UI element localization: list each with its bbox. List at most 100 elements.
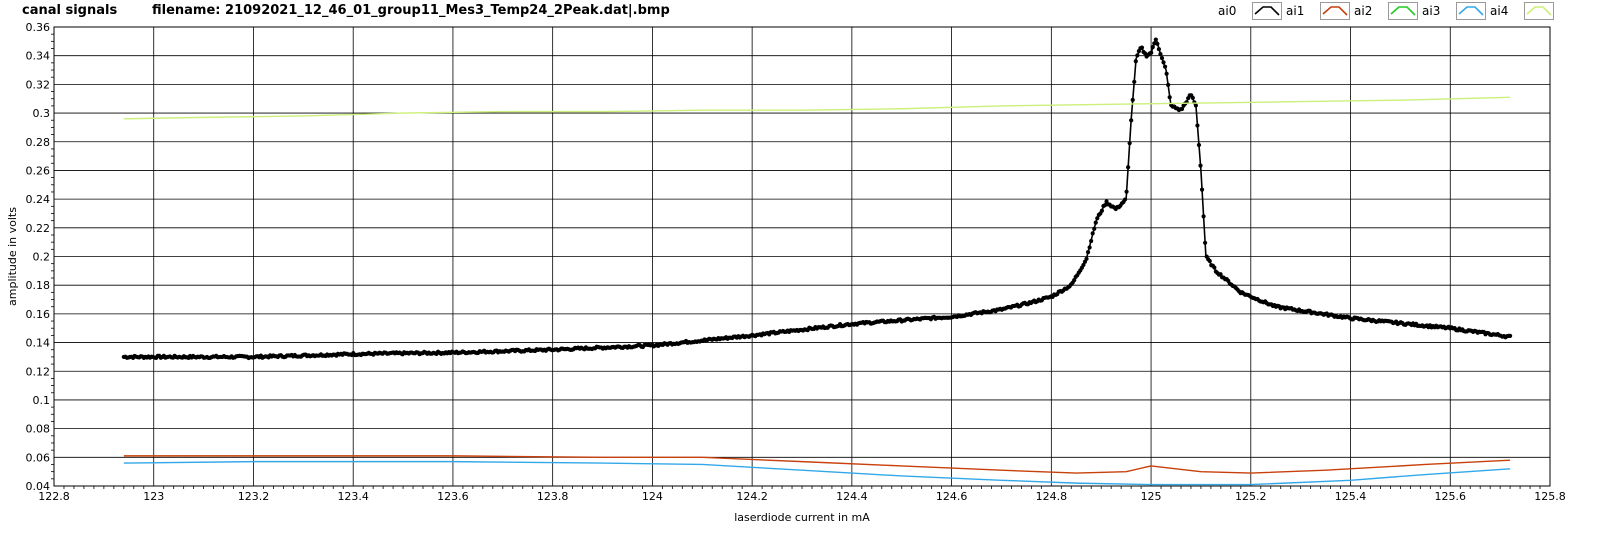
x-tick-label: 123.4 [337,490,369,503]
data-point [1135,53,1140,58]
data-point [1508,333,1513,338]
x-tick-label: 125.2 [1235,490,1267,503]
data-point [1132,79,1137,84]
y-tick-label: 0.24 [26,193,51,206]
data-point [1095,216,1100,221]
y-tick-label: 0.18 [26,279,51,292]
chart-header: canal signals filename: 21092021_12_46_0… [0,0,1620,22]
x-tick-label: 123.2 [238,490,270,503]
series-line [123,455,1511,474]
data-point [1150,45,1155,50]
data-point [1129,118,1134,123]
y-tick-label: 0.08 [26,423,51,436]
y-tick-label: 0.12 [26,365,51,378]
x-tick-label: 123.6 [437,490,469,503]
x-tick-label: 124.8 [1036,490,1068,503]
data-point [1093,220,1098,225]
legend-label: ai2 [1354,4,1373,18]
filename-label: filename: 21092021_12_46_01_group11_Mes3… [152,3,670,18]
data-point [1130,97,1135,102]
data-point [1190,95,1195,101]
plot-frame [53,26,1551,487]
x-tick-label: 125.8 [1534,490,1566,503]
data-point [1122,197,1128,202]
y-tick-label: 0.26 [26,164,51,177]
legend-label: ai4 [1490,4,1509,18]
legend-swatch [1524,2,1554,20]
data-point [1139,45,1145,50]
series-ai3 [123,460,1511,486]
series-line [123,460,1511,486]
x-tick-label: 125.6 [1435,490,1467,503]
legend-label: ai3 [1422,4,1441,18]
x-tick-label: 122.8 [38,490,70,503]
series-ai0 [121,37,1513,361]
data-point [1127,141,1132,146]
data-point [1152,41,1157,46]
data-point [1196,142,1202,148]
data-point [1159,56,1165,61]
grid [53,26,1551,487]
y-tick-label: 0.1 [33,394,51,407]
data-point [1179,106,1185,112]
data-point [1156,47,1162,52]
data-point [1198,163,1203,168]
data-point [1207,258,1212,264]
data-point [1193,103,1198,108]
data-point [1087,245,1092,250]
x-tick-label: 125.4 [1335,490,1367,503]
x-tick-label: 123.8 [537,490,569,503]
y-tick-label: 0.36 [26,21,51,34]
minor-ticks [51,33,1541,489]
data-point [1158,52,1163,57]
data-point [1155,41,1160,46]
y-tick-label: 0.22 [26,222,51,235]
series-layer [121,37,1513,486]
series-ai1 [123,455,1511,474]
data-point [1092,226,1097,231]
y-tick-label: 0.04 [26,480,51,493]
data-point [1085,250,1091,255]
legend-swatch [1388,2,1418,20]
y-axis-label: amplitude in volts [6,207,19,306]
x-tick-label: 123 [143,490,164,503]
series-ai4 [123,96,1511,120]
x-tick-labels: 122.8 123 123.2 123.4 123.6 123.8 124 124.2 124.… [38,490,1566,503]
data-point [1081,262,1086,268]
data-point [1164,71,1169,76]
legend-label: ai1 [1286,4,1305,18]
x-tick-label: 124.6 [936,490,968,503]
y-tick-label: 0.32 [26,78,51,91]
data-point [1072,278,1077,283]
chart-title: canal signals [22,3,118,18]
x-tick-label: 124.4 [836,490,868,503]
data-point [1199,187,1205,192]
data-point [1126,165,1131,170]
y-tick-label: 0.2 [33,251,51,264]
data-point [1149,50,1154,55]
y-tick-label: 0.16 [26,308,51,321]
x-tick-label: 124.2 [736,490,768,503]
legend-swatch [1456,2,1486,20]
series-line [123,96,1511,120]
legend-label: ai0 [1218,4,1237,18]
data-point [1124,189,1129,194]
y-tick-label: 0.06 [26,451,51,464]
x-tick-label: 124 [642,490,663,503]
data-point [1162,64,1168,69]
y-tick-label: 0.3 [33,107,51,120]
data-point [1084,256,1089,261]
data-point [1195,123,1200,128]
data-point [1201,214,1206,219]
data-point [1099,208,1105,213]
data-point [1153,37,1158,42]
y-tick-label: 0.14 [26,337,51,350]
data-point [1203,240,1208,245]
y-tick-labels: 0.04 0.06 0.08 0.1 0.12 0.14 0.16 0.18 0.2 0.22 0.… [26,21,51,493]
data-point [1089,238,1094,244]
data-point [1161,60,1166,65]
data-point [1212,265,1217,270]
data-point [1133,59,1138,64]
legend-swatch [1320,2,1350,20]
